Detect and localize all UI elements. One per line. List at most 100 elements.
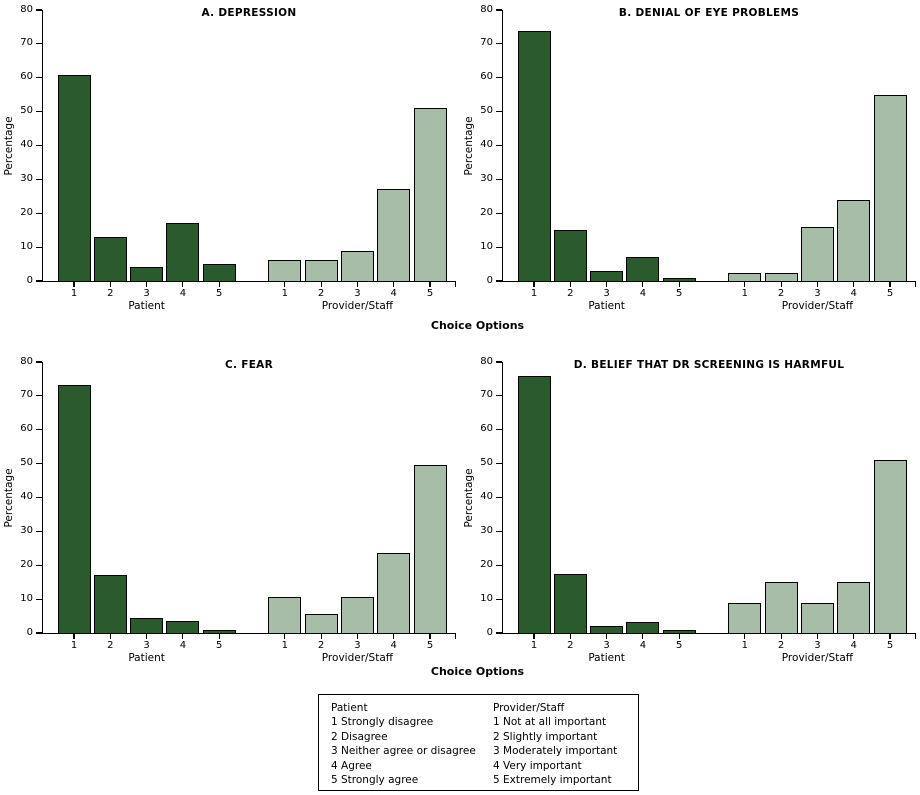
y-tick-label: 40 — [20, 491, 33, 502]
y-tick-label: 60 — [480, 423, 493, 435]
y-tick-mark — [36, 530, 42, 532]
bar-patient-3 — [130, 617, 164, 635]
y-axis-label: Percentage — [463, 468, 475, 528]
legend-item: 2 Slightly important — [493, 730, 598, 743]
y-axis-label: Percentage — [463, 116, 475, 176]
y-tick-label: 60 — [20, 423, 33, 435]
x-tick-label: 2 — [107, 288, 114, 299]
bar-patient-1 — [57, 75, 91, 283]
bar-provider-staff-5 — [873, 94, 907, 283]
bar-provider-staff-5 — [873, 459, 907, 635]
y-tick-mark — [496, 530, 502, 532]
legend-item: 4 Agree — [331, 759, 372, 772]
x-tick-label: 2 — [567, 640, 574, 651]
y-tick-mark — [496, 77, 502, 79]
x-tick-mark — [533, 282, 535, 287]
panel-depression: 0 10 20 30 40 50 60 70 80 1 2 3 4 5 1 2 3 4 5 A. DEPRESSIO… — [0, 0, 460, 340]
y-tick-mark — [36, 463, 42, 465]
y-tick-label: 20 — [480, 558, 493, 570]
bar-provider-staff-5 — [413, 465, 447, 635]
x-tick-label: 1 — [741, 288, 748, 299]
x-tick-label: 3 — [603, 288, 610, 299]
y-tick-label: 70 — [480, 389, 493, 401]
legend-item: 3 Neither agree or disagree — [331, 745, 476, 758]
legend-item: 3 Moderately important — [493, 745, 618, 758]
panel-title: D. BELIEF THAT DR SCREENING IS HARMFUL — [573, 359, 845, 371]
group-label-provider-staff: Provider/Staff — [321, 652, 393, 664]
y-tick-label: 60 — [480, 71, 493, 83]
x-tick-mark — [73, 634, 75, 639]
x-tick-mark — [356, 634, 358, 639]
x-tick-mark — [73, 282, 75, 287]
plot-area: 0 10 20 30 40 50 60 70 80 1 2 3 4 5 1 2 3 4 5 — [460, 352, 920, 692]
bar-patient-1 — [517, 30, 551, 283]
x-tick-label: 5 — [426, 640, 434, 651]
y-axis-line — [502, 362, 504, 634]
x-tick-mark — [320, 282, 322, 287]
x-tick-mark — [429, 282, 431, 287]
bar-patient-2 — [93, 575, 127, 635]
x-tick-mark — [642, 634, 644, 639]
bar-patient-3 — [130, 267, 164, 283]
bar-patient-5 — [202, 263, 236, 283]
legend-item: 1 Not at all important — [493, 716, 607, 729]
plot-area: 0 10 20 30 40 50 60 70 80 1 2 3 4 5 1 2 3 4 5 — [0, 352, 460, 692]
y-tick-label: 50 — [480, 457, 493, 469]
y-tick-mark — [36, 144, 42, 147]
x-tick-mark — [182, 282, 184, 287]
x-tick-label: 5 — [886, 640, 894, 651]
legend-header: Provider/Staff — [493, 702, 565, 714]
y-tick-label: 50 — [480, 105, 493, 117]
x-tick-mark — [816, 634, 818, 639]
x-tick-label: 5 — [216, 288, 223, 299]
bar-provider-staff-1 — [728, 602, 762, 635]
x-tick-mark — [678, 282, 680, 287]
panel-denial-of-eye-problems: 0 10 20 30 40 50 60 70 80 1 2 3 4 5 1 2 3 4 5 B. DENIAL OF… — [460, 0, 920, 340]
y-tick-mark — [496, 496, 502, 499]
bar-provider-staff-4 — [377, 553, 411, 635]
x-axis-line — [42, 633, 457, 635]
x-tick-label: 2 — [777, 640, 785, 651]
y-tick-mark — [36, 361, 42, 363]
bar-provider-staff-2 — [304, 260, 338, 283]
bar-provider-staff-3 — [800, 602, 834, 635]
x-axis-label-row1: Choice Options — [430, 319, 525, 332]
legend-column-patient: Patient 1 Strongly disagree 2 Disagree 3… — [331, 701, 493, 790]
x-tick-mark — [606, 282, 608, 287]
group-label-provider-staff: Provider/Staff — [781, 652, 853, 664]
y-tick-label: 80 — [480, 3, 493, 15]
legend-header: Patient — [331, 702, 368, 714]
bar-patient-2 — [93, 236, 127, 283]
y-tick-label: 0 — [486, 274, 493, 286]
bar-patient-2 — [553, 573, 587, 635]
group-label-patient: Patient — [128, 300, 165, 312]
bar-provider-staff-3 — [340, 250, 374, 283]
y-tick-label: 50 — [20, 457, 33, 469]
panel-fear: 0 10 20 30 40 50 60 70 80 1 2 3 4 5 1 2 3 4 5 C. FEAR Perc… — [0, 352, 460, 692]
y-tick-mark — [496, 144, 502, 147]
y-tick-mark — [36, 9, 42, 11]
y-tick-mark — [496, 43, 502, 45]
x-tick-mark — [569, 282, 571, 287]
x-tick-label: 4 — [179, 640, 187, 651]
y-tick-label: 80 — [20, 3, 33, 15]
y-axis-line — [42, 10, 44, 282]
x-tick-label: 5 — [216, 640, 223, 651]
y-tick-mark — [496, 111, 502, 113]
x-tick-label: 2 — [107, 640, 114, 651]
bar-patient-1 — [517, 375, 551, 635]
x-axis-line — [502, 633, 917, 635]
plot-area: 0 10 20 30 40 50 60 70 80 1 2 3 4 5 1 2 3 4 5 — [460, 0, 920, 340]
x-tick-mark — [393, 634, 395, 639]
y-tick-label: 30 — [480, 172, 493, 184]
bar-provider-staff-1 — [728, 272, 762, 283]
x-axis-end-tick — [455, 633, 457, 639]
bar-provider-staff-2 — [304, 613, 338, 635]
x-tick-label: 5 — [676, 288, 683, 299]
y-tick-label: 0 — [486, 626, 493, 638]
legend-box: Patient 1 Strongly disagree 2 Disagree 3… — [318, 694, 639, 791]
x-tick-mark — [109, 282, 111, 287]
x-tick-label: 4 — [639, 288, 647, 299]
x-tick-label: 4 — [390, 640, 397, 651]
x-tick-mark — [284, 634, 286, 639]
